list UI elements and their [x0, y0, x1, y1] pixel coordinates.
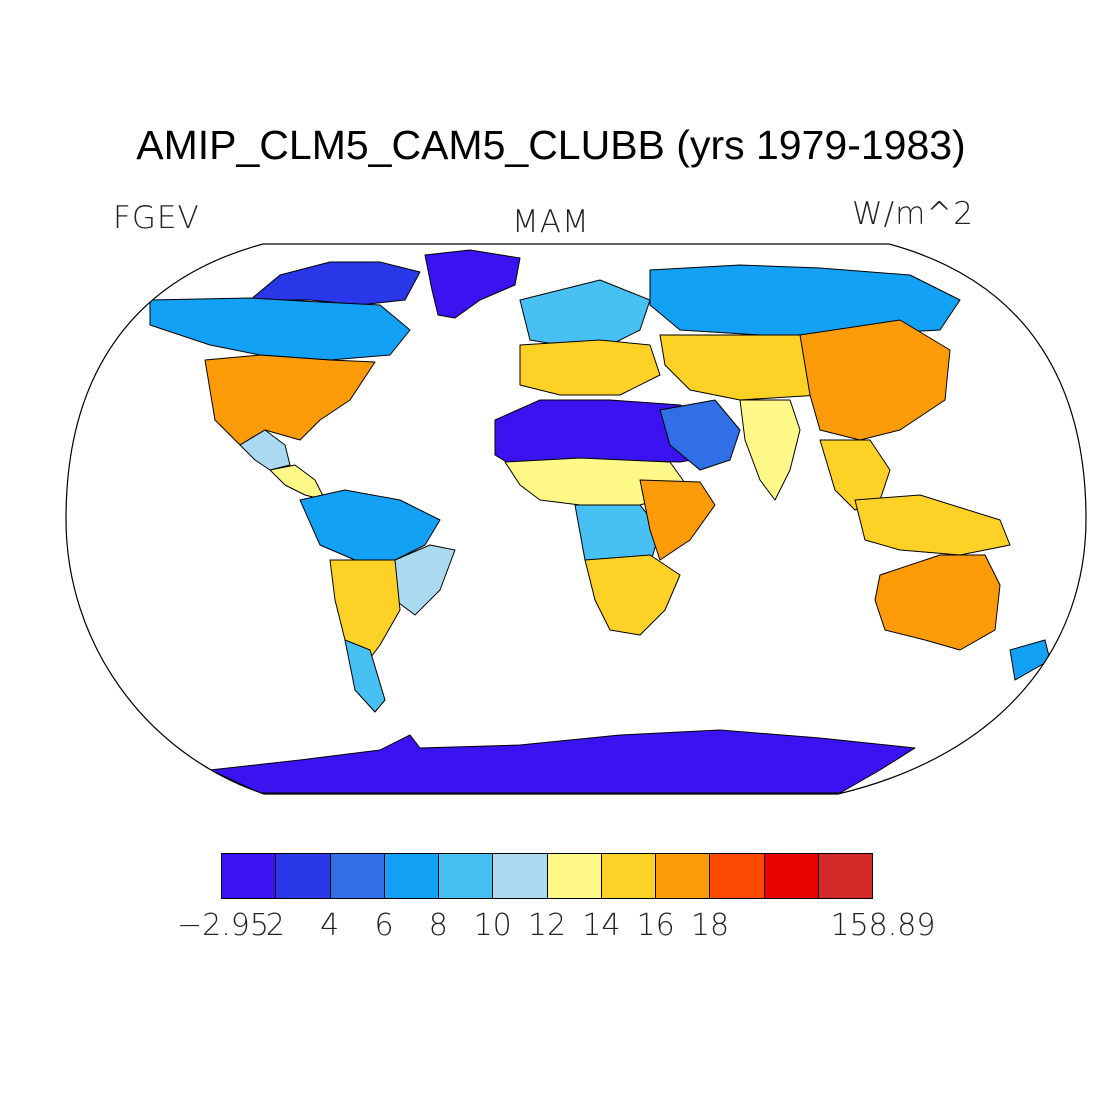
colorbar-swatch — [710, 854, 765, 898]
region-southern-africa — [584, 554, 681, 636]
colorbar-swatch — [330, 854, 385, 898]
region-canada — [149, 297, 411, 361]
colorbar-tick-label: 14 — [582, 908, 621, 943]
colorbar-swatch — [384, 854, 439, 898]
region-mediterranean — [519, 339, 661, 396]
colorbar-tick-label: 16 — [636, 908, 675, 943]
figure-title: AMIP_CLM5_CAM5_CLUBB (yrs 1979-1983) — [136, 122, 966, 168]
colorbar-tick-label: 18 — [690, 908, 730, 943]
colorbar-tick-label: 4 — [320, 908, 340, 943]
region-usa — [204, 354, 376, 446]
colorbar-swatch — [439, 854, 494, 898]
region-greenland — [424, 249, 521, 319]
colorbar-swatch — [601, 854, 656, 898]
season-label: MAM — [512, 204, 590, 240]
colorbar-swatch — [547, 854, 602, 898]
region-europe — [519, 279, 651, 346]
colorbar-swatch — [493, 854, 548, 898]
colorbar-swatch — [656, 854, 711, 898]
region-arabia — [659, 399, 741, 471]
colorbar-tick-label: 6 — [374, 908, 394, 943]
variable-label: FGEV — [113, 200, 200, 236]
units-label: W/m^2 — [852, 196, 974, 232]
colorbar-tick-label: 2 — [265, 908, 285, 943]
region-layer — [149, 249, 1051, 794]
colorbar-tick-label: 158.89 — [830, 908, 936, 943]
colorbar-swatch — [764, 854, 819, 898]
colorbar-tick-label: −2.95 — [177, 908, 269, 943]
region-east-africa — [639, 479, 716, 561]
colorbar-swatch — [276, 854, 331, 898]
colorbar — [221, 853, 873, 899]
colorbar-tick-label: 8 — [428, 908, 448, 943]
region-canadian-arctic — [249, 261, 421, 306]
region-east-asia — [799, 319, 951, 441]
region-australia — [874, 554, 1001, 651]
region-mexico — [239, 429, 291, 471]
colorbar-swatch — [222, 854, 277, 898]
colorbar-swatch — [818, 854, 872, 898]
region-india — [739, 399, 801, 501]
region-new-zealand — [1009, 639, 1051, 681]
colorbar-tick-label: 10 — [473, 908, 512, 943]
colorbar-tick-label: 12 — [527, 908, 567, 943]
globe-outline — [65, 243, 1087, 795]
region-maritime-continent — [854, 494, 1011, 556]
region-south-america-south — [329, 559, 401, 666]
region-siberia — [649, 264, 961, 336]
region-central-america — [269, 464, 326, 501]
region-patagonia — [344, 639, 386, 713]
region-antarctica — [209, 729, 916, 794]
region-south-america-north — [299, 489, 441, 561]
